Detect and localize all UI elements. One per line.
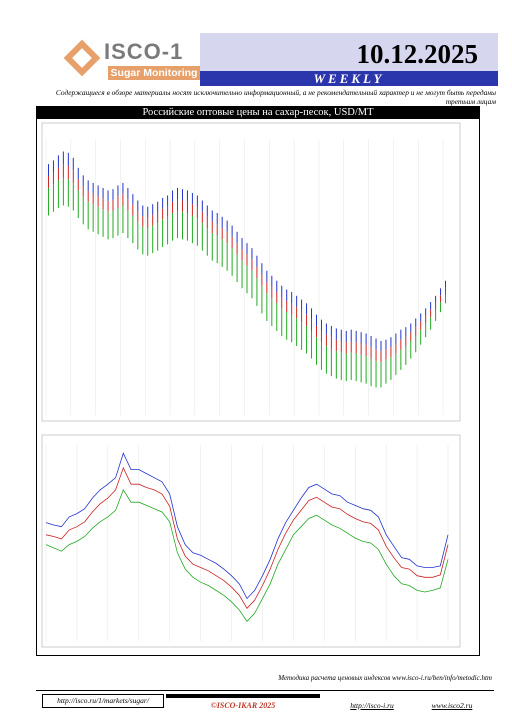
logo-title: ISCO-1 — [104, 39, 184, 64]
line-chart — [41, 434, 461, 648]
footer-dark-bar — [166, 694, 320, 698]
copyright-text: ©ISCO-IKAR 2025 — [210, 701, 276, 710]
methodology-note: Методика расчета ценовых индексов www.is… — [278, 674, 492, 682]
chart-title: Российские оптовые цены на сахар-песок, … — [142, 107, 374, 118]
bottom-series-line — [45, 452, 449, 600]
logo-subtitle: Sugar Monitoring — [108, 66, 200, 80]
markets-link[interactable]: http://isco.ru/1/markets/sugar/ — [42, 694, 164, 708]
range-bar-chart — [41, 122, 461, 422]
isco2-link[interactable]: www.isco2.ru — [431, 701, 473, 710]
weekly-banner: WEEKLY — [200, 71, 498, 86]
weekly-label: WEEKLY — [313, 71, 385, 86]
bottom-series-line — [45, 466, 449, 609]
date-banner: 10.12.2025 — [200, 33, 498, 71]
chart-title-bar: Российские оптовые цены на сахар-песок, … — [36, 106, 480, 119]
isco-i-link[interactable]: http://isco-i.ru — [350, 701, 394, 710]
charts-svg — [41, 122, 461, 648]
footer-divider — [36, 690, 494, 691]
disclaimer-text: Содержащиеся в обзоре материалы носят ис… — [55, 88, 496, 106]
report-date: 10.12.2025 — [356, 39, 479, 69]
bottom-series-line — [45, 489, 449, 623]
logo-diamond-icon — [63, 39, 101, 77]
